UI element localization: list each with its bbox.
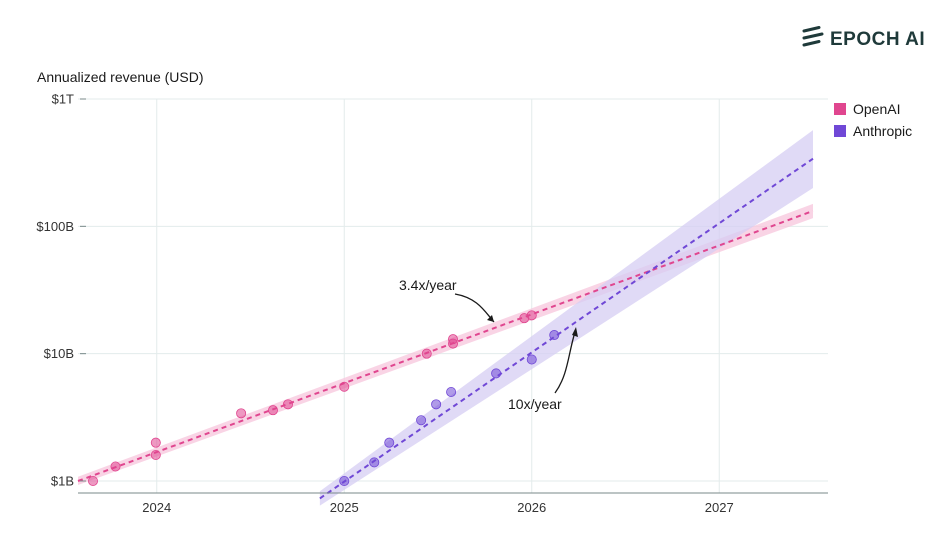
legend-swatch-anthropic [834, 125, 846, 137]
confidence-bands [78, 130, 813, 506]
openai-annotation-arrow [454, 293, 495, 323]
anthropic-point-2 [384, 437, 395, 448]
annotations: 3.4x/year 10x/year [399, 277, 578, 412]
brand-name: EPOCH AI [830, 29, 925, 50]
openai-trend-line [77, 210, 814, 482]
openai-growth-label: 3.4x/year [399, 277, 457, 293]
x-tick-label-2027: 2027 [705, 500, 734, 515]
anthropic-point-6 [491, 368, 502, 379]
y-tick-label-$10B: $10B [44, 346, 74, 361]
anthropic-point-8 [549, 330, 560, 341]
anthropic-confidence-band [319, 130, 813, 506]
openai-point-0 [88, 475, 99, 486]
openai-point-12 [526, 310, 537, 321]
anthropic-arrowhead [572, 327, 578, 337]
anthropic-point-3 [416, 415, 427, 426]
anthropic-growth-label: 10x/year [508, 396, 562, 412]
anthropic-trend-line [319, 157, 814, 500]
anthropic-point-5 [446, 386, 457, 397]
x-tick-label-2025: 2025 [330, 500, 359, 515]
y-tick-label-$100B: $100B [36, 219, 74, 234]
anthropic-point-7 [526, 354, 537, 365]
axes [78, 98, 828, 494]
legend-swatch-openai [834, 103, 846, 115]
legend-label-anthropic: Anthropic [853, 123, 912, 139]
grid [78, 98, 828, 493]
openai-point-1 [110, 461, 121, 472]
openai-point-2 [150, 450, 161, 461]
trend-lines [77, 157, 814, 500]
epoch-logo-icon [802, 26, 824, 47]
openai-arrowhead [487, 315, 494, 322]
anthropic-point-4 [431, 399, 442, 410]
y-axis-label: Annualized revenue (USD) [37, 69, 204, 85]
openai-point-4 [236, 408, 247, 419]
anthropic-point-1 [369, 457, 380, 468]
brand-logo: EPOCH AI [802, 26, 925, 50]
tick-labels: 2024 2025 2026 2027 $1B $10B $100B $1T [36, 92, 733, 516]
legend: OpenAI Anthropic [834, 101, 912, 139]
openai-point-8 [421, 348, 432, 359]
openai-point-3 [150, 437, 161, 448]
x-tick-label-2024: 2024 [142, 500, 171, 515]
anthropic-annotation-arrow [554, 331, 576, 394]
x-tick-label-2026: 2026 [517, 500, 546, 515]
data-points [88, 310, 560, 486]
openai-point-7 [339, 381, 350, 392]
y-tick-label-$1B: $1B [51, 474, 74, 489]
anthropic-point-0 [339, 475, 350, 486]
openai-point-6 [282, 399, 293, 410]
openai-point-5 [267, 405, 278, 416]
openai-point-10 [447, 334, 458, 345]
legend-label-openai: OpenAI [853, 101, 900, 117]
y-tick-label-$1T: $1T [52, 92, 74, 107]
